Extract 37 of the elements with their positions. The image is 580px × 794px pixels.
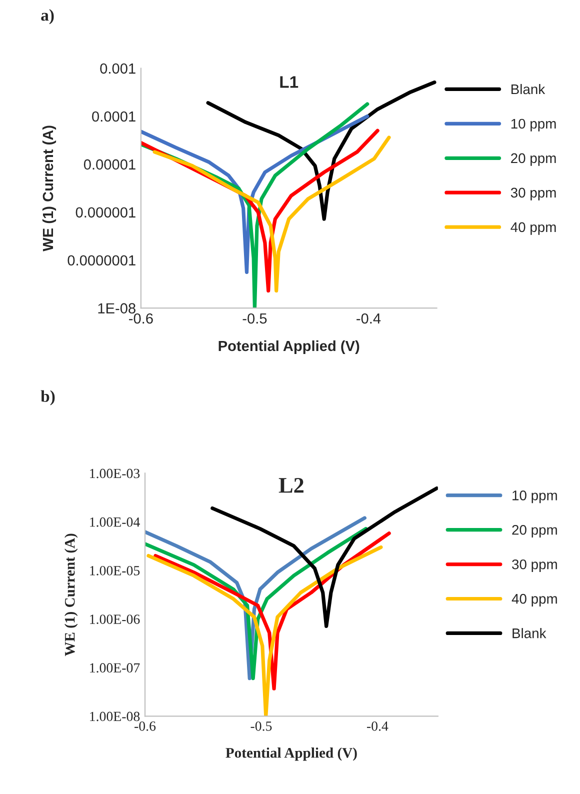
x-tick-label: -0.6: [134, 721, 156, 731]
legend-label: Blank: [511, 84, 546, 94]
y-axis-title: WE (1) Current (A): [64, 534, 78, 656]
y-tick-label: 0.000001: [76, 207, 136, 218]
x-tick-label: -0.5: [242, 313, 267, 324]
legend-label: 30 ppm: [510, 188, 556, 200]
y-tick-label: 0.001: [100, 63, 136, 74]
legend-label: 40 ppm: [512, 594, 557, 606]
y-tick-label: 1.00E-07: [90, 663, 140, 673]
x-tick-label: -0.4: [356, 313, 381, 324]
y-tick-label: 1.00E-05: [90, 566, 140, 576]
y-tick-label: 1.00E-08: [90, 712, 140, 722]
y-tick-label: 1.00E-03: [90, 468, 140, 478]
legend-label: 20 ppm: [511, 153, 556, 166]
legend-label: 10 ppm: [512, 490, 557, 504]
chart-title: L2: [278, 478, 304, 493]
y-tick-label: 0.00001: [84, 159, 136, 170]
y-tick-label: 1.00E-06: [90, 614, 140, 624]
legend-label: 20 ppm: [512, 524, 557, 538]
x-axis-title: Potential Applied (V): [218, 340, 360, 354]
text: a): [41, 9, 54, 24]
x-tick-label: -0.5: [250, 721, 272, 731]
legend-label: 40 ppm: [510, 222, 556, 235]
legend-label: Blank: [512, 628, 546, 638]
y-tick-label: 0.0000001: [68, 255, 136, 266]
text: b): [40, 390, 55, 406]
line-series: [146, 545, 383, 716]
legend-label: 30 ppm: [512, 559, 557, 572]
chart-title: L1: [280, 76, 298, 88]
x-tick-label: -0.4: [366, 721, 388, 731]
x-axis-title: Potential Applied (V): [226, 748, 357, 761]
legend-label: 10 ppm: [511, 118, 556, 132]
y-tick-label: 1E-08: [98, 303, 136, 314]
y-tick-label: 0.0001: [92, 111, 136, 122]
x-tick-label: -0.6: [129, 313, 153, 324]
y-tick-label: 1.00E-04: [90, 517, 140, 527]
y-axis-title: WE (1) Current (A): [42, 126, 56, 252]
